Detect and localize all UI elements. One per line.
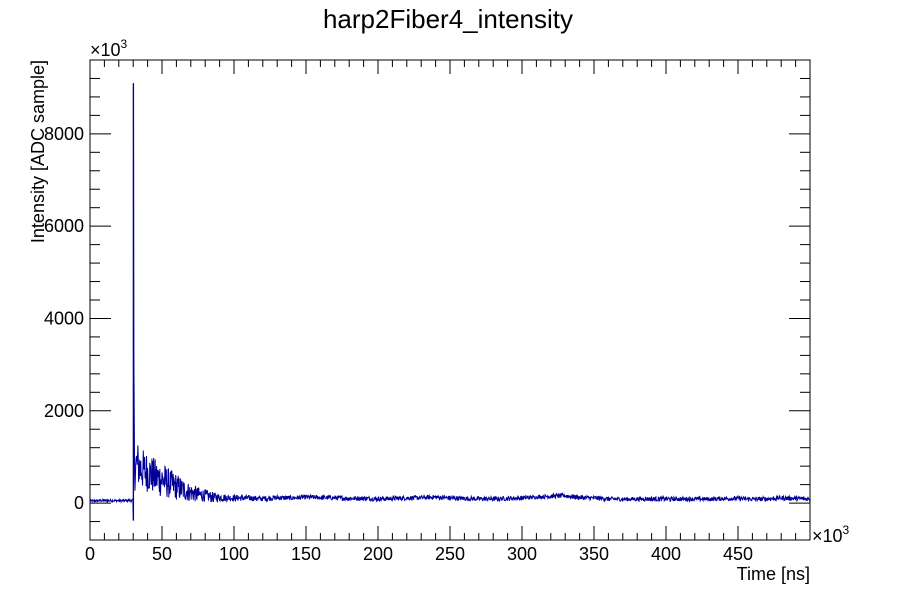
y-axis-tick-labels: 0 2000 4000 6000 8000 xyxy=(44,124,84,513)
x-tick-label: 400 xyxy=(651,544,681,564)
x-tick-label: 450 xyxy=(723,544,753,564)
plot-area xyxy=(90,83,810,521)
x-tick-label: 350 xyxy=(579,544,609,564)
y-axis-title: Intensity [ADC sample] xyxy=(28,60,48,243)
x-multiplier-exponent: 3 xyxy=(843,523,850,537)
y-multiplier: ×103 xyxy=(90,37,128,60)
x-tick-label: 300 xyxy=(507,544,537,564)
x-axis-title: Time [ns] xyxy=(737,564,810,584)
y-tick-label: 2000 xyxy=(44,401,84,421)
x-tick-label: 50 xyxy=(152,544,172,564)
y-multiplier-exponent: 3 xyxy=(121,37,128,51)
x-axis-tick-labels: 0 50 100 150 200 250 300 350 400 450 xyxy=(85,544,753,564)
plot-frame xyxy=(89,59,811,541)
x-multiplier: ×103 xyxy=(812,523,850,546)
y-tick-label: 8000 xyxy=(44,124,84,144)
y-tick-label: 4000 xyxy=(44,308,84,328)
x-axis-ticks xyxy=(89,60,811,540)
y-tick-label: 0 xyxy=(74,493,84,513)
x-tick-label: 100 xyxy=(219,544,249,564)
series-line xyxy=(90,83,810,521)
y-tick-label: 6000 xyxy=(44,216,84,236)
y-axis-ticks xyxy=(90,59,810,541)
chart-title: harp2Fiber4_intensity xyxy=(323,4,573,34)
x-tick-label: 200 xyxy=(363,544,393,564)
x-tick-label: 250 xyxy=(435,544,465,564)
x-tick-label: 150 xyxy=(291,544,321,564)
x-tick-label: 0 xyxy=(85,544,95,564)
